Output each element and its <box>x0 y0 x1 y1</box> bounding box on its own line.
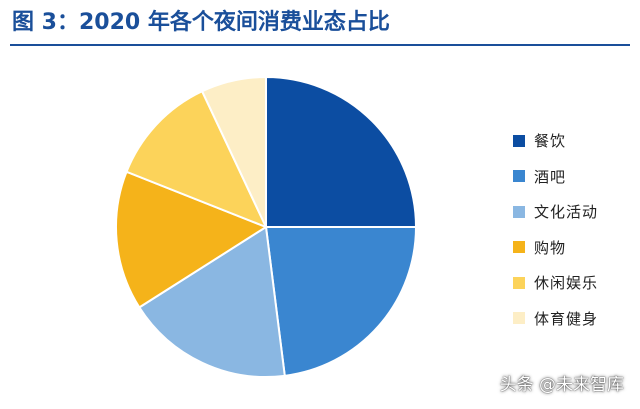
pie-slice-1 <box>265 76 417 228</box>
legend-swatch <box>513 170 525 183</box>
legend-label: 购物 <box>534 238 567 257</box>
legend-label: 酒吧 <box>534 167 567 186</box>
chart-legend: 餐饮酒吧文化活动购物休闲娱乐体育健身 <box>513 130 633 344</box>
legend-item: 购物 <box>513 237 633 258</box>
legend-label: 文化活动 <box>534 203 599 222</box>
legend-swatch <box>513 312 525 325</box>
legend-item: 休闲娱乐 <box>513 272 633 293</box>
legend-label: 休闲娱乐 <box>534 274 599 293</box>
legend-swatch <box>513 241 525 254</box>
legend-swatch <box>513 276 525 289</box>
legend-label: 餐饮 <box>534 132 567 150</box>
legend-label: 体育健身 <box>534 309 599 328</box>
pie-slice-5 <box>125 90 267 228</box>
legend-item: 文化活动 <box>513 201 633 222</box>
legend-item: 餐饮 <box>513 130 633 151</box>
title-divider <box>10 44 630 46</box>
chart-title: 图 3：2020 年各个夜间消费业态占比 <box>12 10 390 35</box>
pie-slice-3 <box>138 226 286 378</box>
pie-slice-6 <box>201 76 267 228</box>
pie-slices <box>115 76 417 378</box>
pie-slice-4 <box>115 170 267 309</box>
legend-item: 酒吧 <box>513 166 633 187</box>
pie-slice-2 <box>265 226 417 377</box>
watermark: 头条 @未来智库 <box>499 375 624 395</box>
legend-item: 体育健身 <box>513 308 633 329</box>
legend-swatch <box>513 134 525 147</box>
legend-swatch <box>513 205 525 218</box>
